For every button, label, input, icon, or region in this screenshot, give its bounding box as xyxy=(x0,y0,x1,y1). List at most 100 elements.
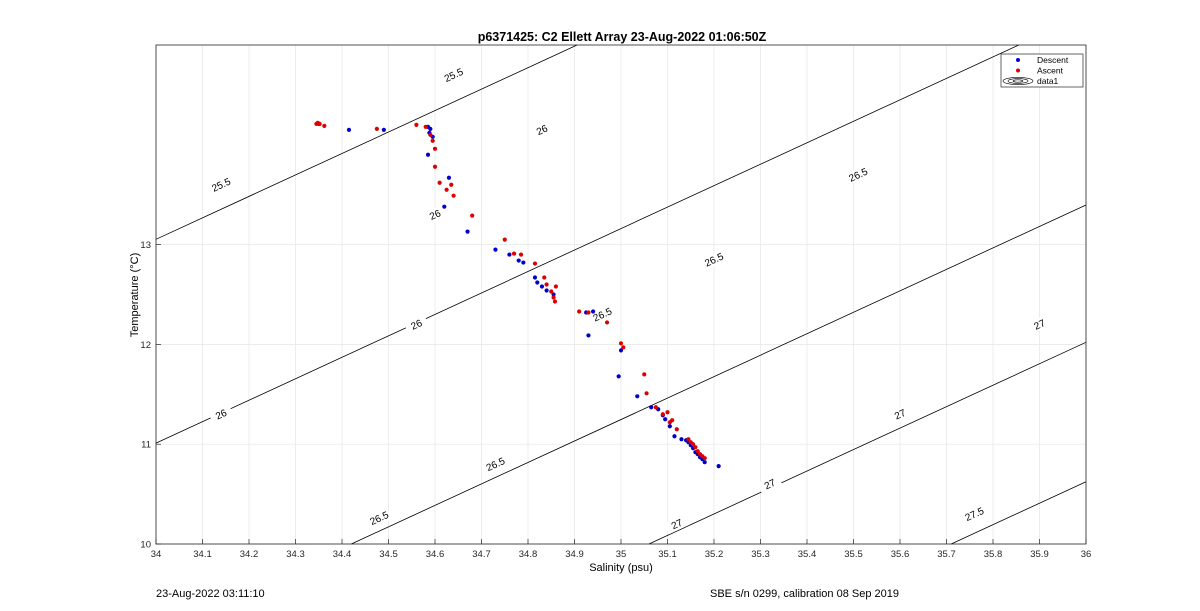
contour-label: 26 xyxy=(535,123,550,138)
ascent-point xyxy=(553,284,559,289)
ascent-point xyxy=(322,123,327,128)
contour-line xyxy=(155,44,1020,444)
contour-label-bg xyxy=(589,304,615,325)
ascent-point xyxy=(502,237,507,242)
descent-point xyxy=(663,417,668,422)
legend: Descent Ascent data1 xyxy=(1000,53,1084,88)
x-tick-label: 35.5 xyxy=(844,549,863,560)
contour-label-bg xyxy=(845,164,871,185)
descent-point xyxy=(532,275,538,280)
contour-label-bg xyxy=(1026,314,1053,335)
contour-label: 27 xyxy=(1033,318,1048,333)
ascent-point xyxy=(618,341,624,346)
x-tick-label: 34.5 xyxy=(379,549,398,560)
x-tick-label: 34.6 xyxy=(426,549,445,560)
contour-label: 27 xyxy=(763,478,778,493)
ascent-point xyxy=(414,122,419,127)
ascent-point xyxy=(449,182,454,187)
ascent-point xyxy=(674,427,679,432)
ascent-point xyxy=(670,418,675,423)
ascent-point xyxy=(532,261,538,266)
descent-point xyxy=(616,374,621,379)
ascent-point xyxy=(518,252,524,257)
ascent-point xyxy=(511,251,517,256)
x-tick-label: 35.7 xyxy=(937,549,956,560)
descent-point xyxy=(425,152,431,157)
contour-label-bg xyxy=(529,119,555,140)
legend-contour-icon xyxy=(1002,77,1034,85)
y-tick-label: 10 xyxy=(140,540,151,551)
descent-point xyxy=(507,252,512,257)
descent-point xyxy=(493,247,498,252)
grid xyxy=(155,45,1087,545)
density-contours: 25.525.52626262626.526.526.526.526.52727… xyxy=(155,44,1087,545)
ascent-point xyxy=(577,309,582,314)
descent-point xyxy=(535,280,540,285)
descent-point xyxy=(381,127,386,132)
x-tick-label: 34.9 xyxy=(565,549,584,560)
x-tick-label: 34.3 xyxy=(286,549,305,560)
ascent-point xyxy=(653,405,658,410)
ascent-point xyxy=(542,275,547,280)
ascent-point xyxy=(374,126,379,131)
legend-ascent-marker xyxy=(1016,68,1020,73)
ascent-point xyxy=(644,391,649,396)
x-tick-label: 34 xyxy=(151,549,162,560)
ascent-point xyxy=(686,437,691,442)
ascent-point xyxy=(428,132,433,137)
descent-point xyxy=(446,175,452,180)
descent-point xyxy=(551,292,556,297)
ascent-point xyxy=(470,213,475,218)
descent-point xyxy=(586,333,591,338)
ascent-point xyxy=(690,442,696,447)
x-tick-label: 35.3 xyxy=(751,549,770,560)
y-tick-label: 11 xyxy=(141,440,151,451)
ascent-point xyxy=(695,449,700,454)
y-tick-label: 13 xyxy=(140,240,151,251)
contour-label-bg xyxy=(441,64,467,85)
ascent-point xyxy=(642,372,647,377)
x-tick-label: 35.8 xyxy=(984,549,1003,560)
legend-data1-label: data1 xyxy=(1037,76,1059,86)
x-axis-label: Salinity (psu) xyxy=(589,562,653,574)
ascent-point xyxy=(551,295,556,300)
x-tick-label: 34.7 xyxy=(472,549,491,560)
footer-timestamp: 23-Aug-2022 03:11:10 xyxy=(156,588,265,600)
descent-point xyxy=(679,437,684,442)
contour-label-bg xyxy=(961,504,987,525)
contour-label-bg xyxy=(403,314,429,335)
ascent-point xyxy=(444,187,449,192)
ascent-point xyxy=(660,412,665,417)
descent-point xyxy=(618,348,624,353)
ascent-point xyxy=(702,456,707,461)
data-points xyxy=(314,120,721,469)
x-tick-label: 34.8 xyxy=(519,549,538,560)
ascent-point xyxy=(544,282,549,287)
descent-point xyxy=(667,424,672,429)
ascent-point xyxy=(317,121,322,126)
contour-label-bg xyxy=(208,174,234,195)
ascent-point xyxy=(693,445,698,450)
x-tick-label: 35.9 xyxy=(1030,549,1049,560)
ascent-point xyxy=(423,124,428,129)
descent-point xyxy=(635,394,640,399)
contour-line xyxy=(648,341,1087,545)
legend-descent-marker xyxy=(1016,58,1020,62)
descent-point xyxy=(428,126,433,131)
ascent-point xyxy=(430,138,435,143)
contour-label-bg xyxy=(482,454,508,475)
x-tick-label: 35.1 xyxy=(658,549,677,560)
x-tick-label: 34.4 xyxy=(333,549,352,560)
contour-label-bg xyxy=(757,474,783,495)
contour-line xyxy=(950,481,1087,545)
legend-box xyxy=(1000,53,1084,88)
contour-label: 26 xyxy=(214,408,229,423)
contour-label: 26 xyxy=(428,208,443,223)
x-tick-label: 34.1 xyxy=(193,549,212,560)
contour-line xyxy=(351,204,1087,545)
ascent-point xyxy=(586,310,591,315)
ascent-point xyxy=(437,180,442,185)
contour-label-bg xyxy=(422,204,448,225)
contour-label-bg xyxy=(366,507,392,529)
